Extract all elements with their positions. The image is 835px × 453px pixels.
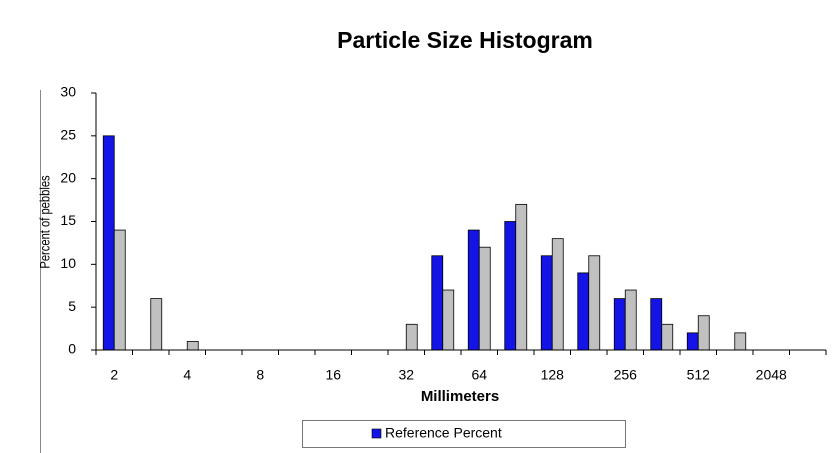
y-axis-label: Percent of pebbles bbox=[38, 175, 53, 268]
bar bbox=[613, 298, 626, 351]
x-tick-label: 64 bbox=[471, 367, 487, 383]
x-tick-label: 16 bbox=[325, 367, 341, 383]
y-tick-label: 0 bbox=[68, 341, 76, 357]
x-tick-label: 8 bbox=[256, 367, 264, 383]
x-tick-label: 512 bbox=[687, 367, 711, 383]
bar bbox=[504, 221, 517, 351]
x-tick-label: 128 bbox=[541, 367, 565, 383]
bar bbox=[624, 289, 637, 351]
x-tick-label: 4 bbox=[183, 367, 191, 383]
bar bbox=[467, 229, 480, 351]
bar bbox=[686, 332, 699, 351]
bar bbox=[551, 238, 564, 351]
bar bbox=[577, 272, 590, 351]
bar bbox=[186, 341, 199, 351]
bar bbox=[661, 323, 674, 351]
legend-box bbox=[302, 420, 626, 448]
y-tick-label: 30 bbox=[60, 84, 76, 100]
bar bbox=[113, 229, 126, 351]
x-tick-label: 2 bbox=[110, 367, 118, 383]
bar bbox=[150, 298, 163, 351]
x-axis-label: Millimeters bbox=[421, 388, 499, 405]
bar bbox=[102, 135, 115, 351]
bar bbox=[540, 255, 553, 351]
y-tick-label: 5 bbox=[68, 298, 76, 314]
bar bbox=[650, 298, 663, 351]
bar bbox=[697, 315, 710, 351]
y-tick-label: 10 bbox=[60, 255, 76, 271]
x-tick-label: 256 bbox=[614, 367, 638, 383]
legend-swatch bbox=[371, 428, 382, 439]
legend-label: Reference Percent bbox=[385, 425, 502, 441]
bar bbox=[405, 323, 418, 351]
y-tick-label: 25 bbox=[60, 127, 76, 143]
bar bbox=[478, 246, 491, 351]
chart-title: Particle Size Histogram bbox=[337, 27, 593, 53]
bar bbox=[442, 289, 455, 351]
bar bbox=[734, 332, 747, 351]
x-tick-label: 32 bbox=[398, 367, 414, 383]
bar bbox=[515, 203, 528, 351]
x-tick-label: 2048 bbox=[756, 367, 787, 383]
y-tick-label: 20 bbox=[60, 169, 76, 185]
bar bbox=[431, 255, 444, 351]
y-tick-label: 15 bbox=[60, 212, 76, 228]
bar bbox=[588, 255, 601, 351]
